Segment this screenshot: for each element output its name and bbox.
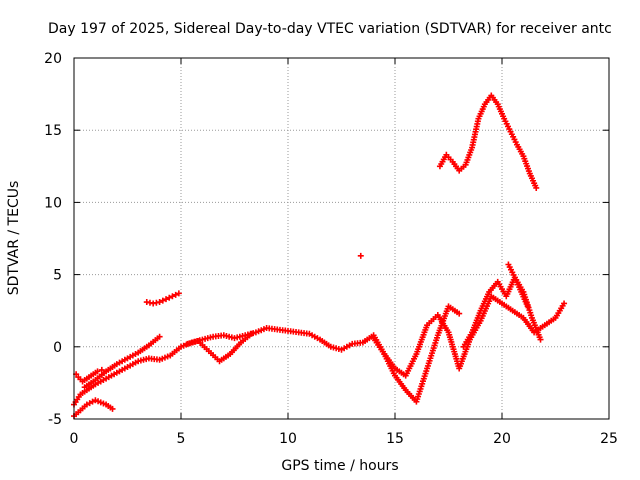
data-point xyxy=(357,252,364,259)
data-point xyxy=(156,299,163,306)
data-point xyxy=(533,184,540,191)
x-tick-label: 20 xyxy=(493,431,511,447)
data-point xyxy=(524,303,531,310)
data-point xyxy=(94,368,101,375)
data-points xyxy=(71,92,568,420)
y-tick-label: 10 xyxy=(44,195,62,211)
x-axis-label: GPS time / hours xyxy=(281,458,398,474)
x-tick-label: 0 xyxy=(70,431,79,447)
data-point xyxy=(163,296,170,303)
data-point xyxy=(561,300,568,307)
x-tick-label: 5 xyxy=(177,431,186,447)
y-tick-label: 5 xyxy=(53,268,62,284)
x-tick-label: 10 xyxy=(279,431,297,447)
data-point-fill xyxy=(166,294,173,301)
data-point-fill xyxy=(159,297,166,304)
axis-ticks xyxy=(73,57,610,420)
grid-lines xyxy=(74,58,609,419)
y-axis-label: SDTVAR / TECUs xyxy=(6,181,22,296)
data-point-fill xyxy=(172,291,179,298)
data-point xyxy=(156,333,163,340)
chart-title: Day 197 of 2025, Sidereal Day-to-day VTE… xyxy=(48,21,612,37)
tick-labels: 0 5 10 15 20 25 -5 0 5 10 15 20 xyxy=(44,51,618,447)
x-tick-label: 25 xyxy=(600,431,618,447)
data-point xyxy=(169,293,176,300)
data-point xyxy=(109,405,116,412)
y-tick-label: -5 xyxy=(48,412,62,428)
y-tick-label: 15 xyxy=(44,123,62,139)
y-tick-label: 0 xyxy=(53,340,62,356)
data-point xyxy=(537,336,544,343)
data-point xyxy=(248,330,255,337)
data-point xyxy=(175,290,182,297)
data-point xyxy=(456,310,463,317)
data-point xyxy=(98,366,105,373)
plot-frame xyxy=(73,57,610,420)
x-tick-label: 15 xyxy=(386,431,404,447)
y-tick-label: 20 xyxy=(44,51,62,67)
